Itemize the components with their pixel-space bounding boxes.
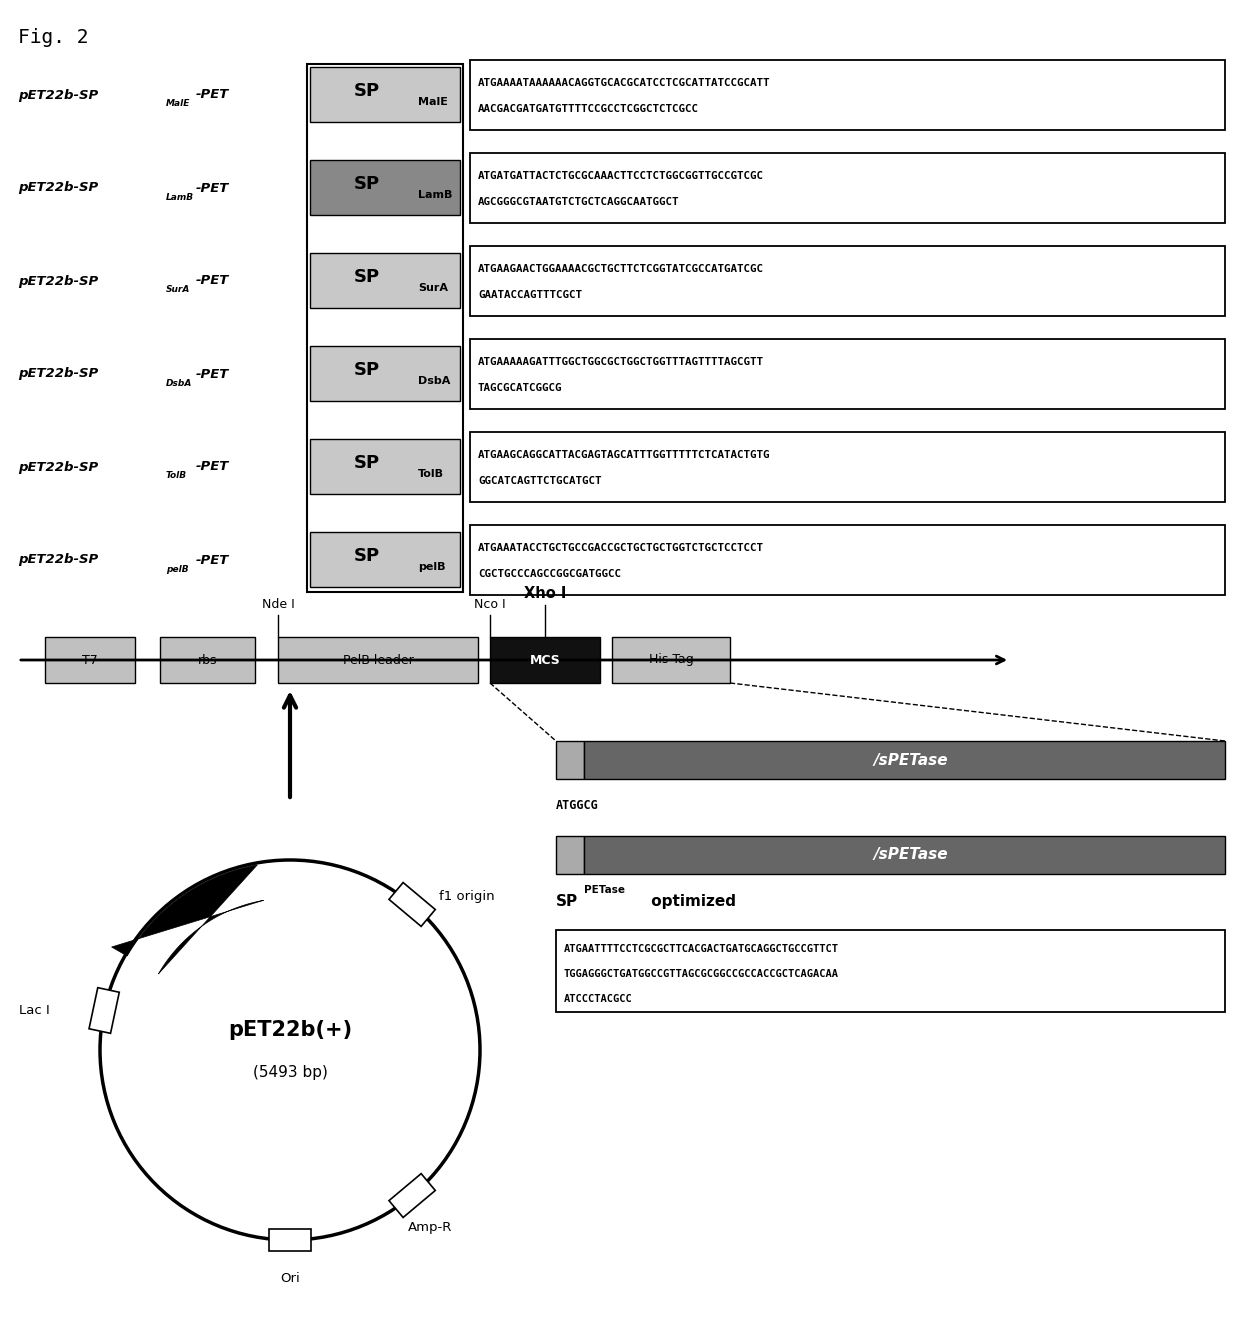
Text: ATGAAAAAGATTTGGCTGGCGCTGGCTGGTTTAGTTTTAGCGTT: ATGAAAAAGATTTGGCTGGCGCTGGCTGGTTTAGTTTTAG… [477,357,764,367]
FancyBboxPatch shape [310,532,460,587]
Text: SP: SP [353,82,381,99]
FancyBboxPatch shape [310,67,460,122]
FancyBboxPatch shape [470,153,1225,223]
Text: Ori: Ori [280,1272,300,1284]
Text: ATGAAATACCTGCTGCCGACCGCTGCTGCTGGTCTGCTCCTCCT: ATGAAATACCTGCTGCCGACCGCTGCTGCTGGTCTGCTCC… [477,543,764,553]
Text: ATCCCTACGCC: ATCCCTACGCC [564,994,632,1005]
Text: -PET: -PET [196,274,229,287]
Polygon shape [112,865,264,974]
Text: (5493 bp): (5493 bp) [253,1065,327,1080]
Text: SP: SP [353,547,381,565]
Text: pET22b-SP: pET22b-SP [19,181,98,195]
Text: pET22b-SP: pET22b-SP [19,89,98,102]
Text: SP: SP [353,175,381,193]
Bar [389,1174,435,1218]
FancyBboxPatch shape [310,160,460,215]
Text: SP: SP [353,361,381,379]
FancyBboxPatch shape [470,60,1225,130]
Text: ATGAAAATAAAAAACAGGTGCACGCATCCTCGCATTATCCGCATT: ATGAAAATAAAAAACAGGTGCACGCATCCTCGCATTATCC… [477,78,770,89]
Text: -PET: -PET [196,368,229,380]
Text: CGCTGCCCAGCCGGCGATGGCC: CGCTGCCCAGCCGGCGATGGCC [477,569,621,579]
Text: MalE: MalE [166,99,191,109]
Text: Nde I: Nde I [262,598,294,611]
Text: pET22b(+): pET22b(+) [228,1019,352,1039]
Text: pelB: pelB [166,564,188,573]
Text: SurA: SurA [166,286,191,294]
FancyBboxPatch shape [556,835,584,874]
Text: f1 origin: f1 origin [439,890,495,902]
Text: T7: T7 [82,654,98,666]
Text: Fig. 2: Fig. 2 [19,28,88,47]
Text: TolB: TolB [418,469,444,479]
Text: -PET: -PET [196,461,229,474]
Text: AACGACGATGATGTTTTCCGCCTCGGCTCTCGCC: AACGACGATGATGTTTTCCGCCTCGGCTCTCGCC [477,103,699,114]
Text: ATGAAGCAGGCATTACGAGTAGCATTTGGTTTTTCTCATACTGTG: ATGAAGCAGGCATTACGAGTAGCATTTGGTTTTTCTCATA… [477,450,770,461]
FancyBboxPatch shape [613,637,730,684]
Text: pET22b-SP: pET22b-SP [19,461,98,474]
Text: pET22b-SP: pET22b-SP [19,368,98,380]
Text: SP: SP [556,894,578,909]
Text: TAGCGCATCGGCG: TAGCGCATCGGCG [477,383,563,393]
Text: ATGAAGAACTGGAAAACGCTGCTTCTCGGTATCGCCATGATCGC: ATGAAGAACTGGAAAACGCTGCTTCTCGGTATCGCCATGA… [477,265,764,274]
Text: -PET: -PET [196,181,229,195]
Text: pET22b-SP: pET22b-SP [19,553,98,567]
Text: PETase: PETase [584,885,625,894]
FancyBboxPatch shape [160,637,255,684]
Text: pelB: pelB [418,561,445,572]
FancyBboxPatch shape [310,346,460,402]
Text: Lac I: Lac I [19,1005,50,1017]
Text: MCS: MCS [529,654,560,666]
FancyBboxPatch shape [490,637,600,684]
Text: GGCATCAGTTCTGCATGCT: GGCATCAGTTCTGCATGCT [477,475,601,486]
Bar [389,882,435,927]
Text: TGGAGGGCTGATGGCCGTTAGCGCGGCCGCCACCGCTCAGACAA: TGGAGGGCTGATGGCCGTTAGCGCGGCCGCCACCGCTCAG… [564,970,839,979]
FancyBboxPatch shape [470,246,1225,316]
FancyBboxPatch shape [470,432,1225,502]
Text: -PET: -PET [196,89,229,102]
Text: ATGATGATTACTCTGCGCAAACTTCCTCTGGCGGTTGCCGTCGC: ATGATGATTACTCTGCGCAAACTTCCTCTGGCGGTTGCCG… [477,171,764,181]
Text: GAATACCAGTTTCGCT: GAATACCAGTTTCGCT [477,290,582,299]
Text: SP: SP [353,454,381,471]
Text: pET22b-SP: pET22b-SP [19,274,98,287]
Text: DsbA: DsbA [418,376,450,385]
Text: AGCGGGCGTAATGTCTGCTCAGGCAATGGCT: AGCGGGCGTAATGTCTGCTCAGGCAATGGCT [477,197,680,207]
Text: LamB: LamB [418,189,453,200]
Text: -PET: -PET [196,553,229,567]
Bar [269,1229,311,1250]
Text: /sPETase: /sPETase [873,847,947,862]
Text: rbs: rbs [197,654,217,666]
FancyBboxPatch shape [310,439,460,494]
FancyBboxPatch shape [556,929,1225,1013]
Text: Xho I: Xho I [523,586,567,602]
Text: SurA: SurA [418,283,448,293]
FancyBboxPatch shape [278,637,477,684]
FancyBboxPatch shape [45,637,135,684]
FancyBboxPatch shape [556,741,584,779]
Text: ATGAATTTTCCTCGCGCTTCACGACTGATGCAGGCTGCCGTTCT: ATGAATTTTCCTCGCGCTTCACGACTGATGCAGGCTGCCG… [564,944,839,954]
FancyBboxPatch shape [308,64,463,592]
Text: optimized: optimized [646,894,737,909]
Text: Nco I: Nco I [474,598,506,611]
Text: His Tag: His Tag [649,654,693,666]
FancyBboxPatch shape [470,525,1225,595]
Text: SP: SP [353,269,381,286]
Bar [89,987,119,1033]
Text: MalE: MalE [418,97,448,107]
Text: DsbA: DsbA [166,379,192,388]
Text: LamB: LamB [166,192,195,201]
Text: /sPETase: /sPETase [873,752,947,767]
Text: ATGGCG: ATGGCG [556,799,599,813]
Text: PelB leader: PelB leader [342,654,413,666]
FancyBboxPatch shape [310,252,460,308]
FancyBboxPatch shape [584,835,1225,874]
FancyBboxPatch shape [470,338,1225,410]
Text: Amp-R: Amp-R [408,1221,453,1234]
Text: TolB: TolB [166,471,187,481]
FancyBboxPatch shape [584,741,1225,779]
